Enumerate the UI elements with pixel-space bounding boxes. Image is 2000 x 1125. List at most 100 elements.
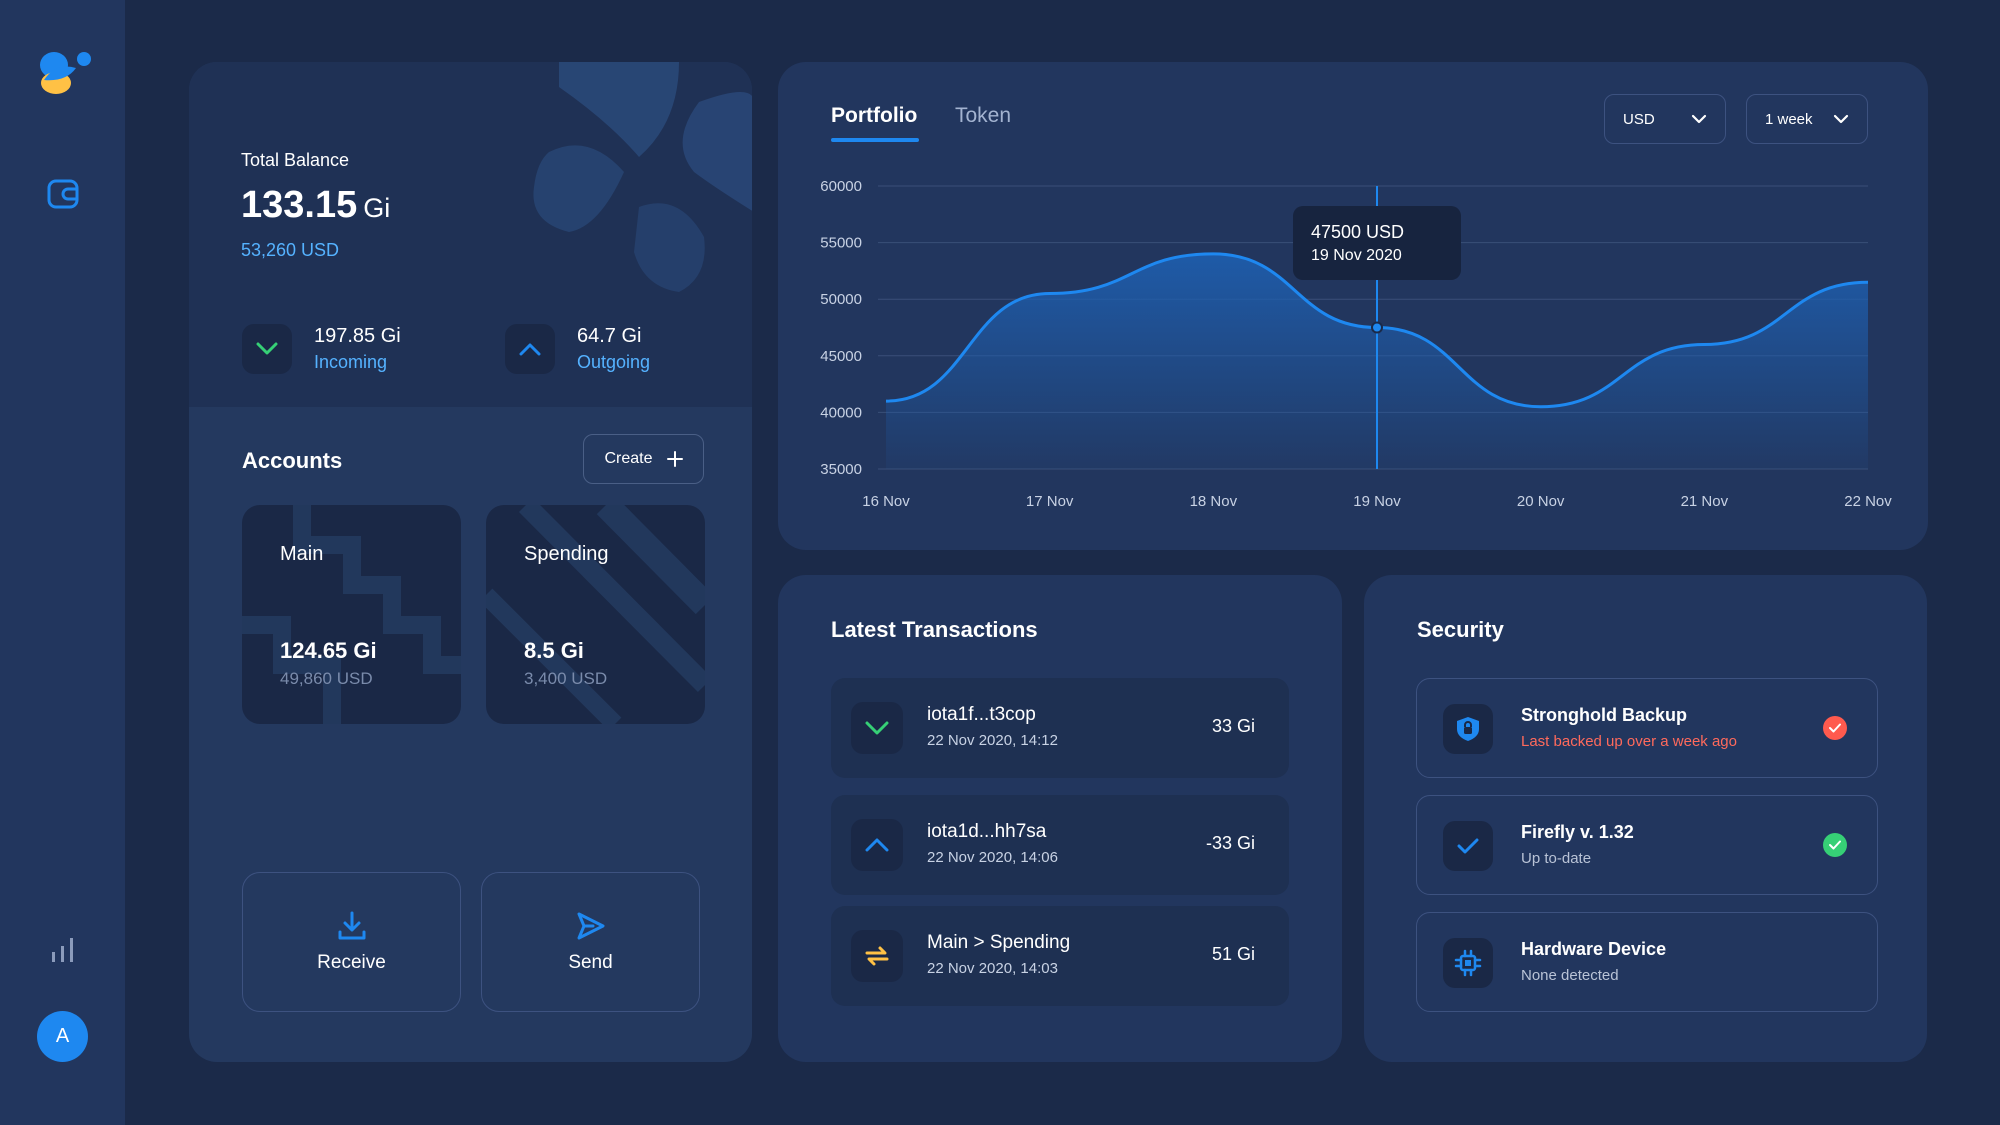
currency-select[interactable]: USD <box>1604 94 1726 144</box>
transactions-panel: Latest Transactions iota1f...t3cop 22 No… <box>778 575 1342 1062</box>
transaction-amount: -33 Gi <box>1205 833 1255 853</box>
account-usd: 49,860 USD <box>280 669 373 688</box>
period-select[interactable]: 1 week <box>1746 94 1868 144</box>
y-tick-label: 55000 <box>820 235 862 252</box>
account-card-spending[interactable]: Spending 8.5 Gi 3,400 USD <box>486 505 705 724</box>
period-value: 1 week <box>1765 110 1813 128</box>
total-balance-label: Total Balance <box>241 150 350 170</box>
x-tick-label: 17 Nov <box>1026 493 1074 510</box>
ok-status-icon <box>1823 833 1847 857</box>
transfer-icon <box>851 930 903 982</box>
y-tick-label: 60000 <box>820 178 862 195</box>
security-item-firefly-version[interactable]: Firefly v. 1.32 Up to-date <box>1416 795 1878 895</box>
tooltip-value: 47500 USD <box>1311 222 1404 242</box>
security-item-stronghold[interactable]: Stronghold Backup Last backed up over a … <box>1416 678 1878 778</box>
transaction-amount: 51 Gi <box>1211 944 1255 964</box>
send-label: Send <box>568 952 613 973</box>
x-tick-label: 16 Nov <box>862 493 910 510</box>
x-tick-label: 22 Nov <box>1844 493 1892 510</box>
x-tick-label: 19 Nov <box>1353 493 1401 510</box>
active-tab-indicator <box>831 138 919 142</box>
tooltip-date: 19 Nov 2020 <box>1311 247 1402 264</box>
account-pattern <box>486 505 705 724</box>
arrow-up-icon <box>851 819 903 871</box>
transaction-date: 22 Nov 2020, 14:06 <box>927 849 1058 866</box>
account-pattern <box>242 505 461 724</box>
transaction-name: iota1d...hh7sa <box>927 821 1047 842</box>
warning-status-icon <box>1823 716 1847 740</box>
checkmark-icon <box>1443 821 1493 871</box>
security-title: Security <box>1417 617 1504 642</box>
transactions-title: Latest Transactions <box>831 617 1038 642</box>
avatar[interactable]: A <box>37 1011 88 1062</box>
transaction-amount: 33 Gi <box>1211 716 1255 736</box>
security-item-name: Firefly v. 1.32 <box>1521 822 1634 842</box>
tab-token[interactable]: Token <box>955 104 1012 127</box>
create-label: Create <box>604 450 653 467</box>
outgoing-value: 64.7 Gi <box>577 325 642 347</box>
security-item-name: Stronghold Backup <box>1521 705 1687 725</box>
y-tick-label: 35000 <box>820 461 862 478</box>
arrow-down-icon <box>851 702 903 754</box>
chip-icon <box>1443 938 1493 988</box>
accounts-title: Accounts <box>242 448 343 473</box>
tab-portfolio[interactable]: Portfolio <box>831 104 918 127</box>
currency-value: USD <box>1623 110 1655 128</box>
transaction-row[interactable]: iota1d...hh7sa 22 Nov 2020, 14:06 -33 Gi <box>831 795 1289 895</box>
security-item-hardware-device[interactable]: Hardware Device None detected <box>1416 912 1878 1012</box>
arrow-up-icon <box>505 324 555 374</box>
transaction-name: iota1f...t3cop <box>927 704 1036 725</box>
balance-section: Total Balance 133.15 Gi 53,260 USD 197.85… <box>189 62 752 407</box>
send-button[interactable]: Send <box>481 872 700 1012</box>
account-name: Spending <box>524 543 609 565</box>
chevron-down-icon <box>1833 114 1849 124</box>
security-panel: Security Stronghold Backup Last backed u… <box>1364 575 1927 1062</box>
incoming-value: 197.85 Gi <box>314 325 401 347</box>
portfolio-panel: 60000 55000 50000 45000 40000 35000 16 Nov 17 N… <box>778 62 1928 550</box>
receive-label: Receive <box>317 952 386 973</box>
x-tick-label: 18 Nov <box>1190 493 1238 510</box>
security-item-status-text: Up to-date <box>1521 850 1592 867</box>
x-tick-label: 20 Nov <box>1517 493 1565 510</box>
chevron-down-icon <box>1691 114 1707 124</box>
outgoing-label: Outgoing <box>577 352 651 372</box>
security-item-name: Hardware Device <box>1521 939 1667 959</box>
account-balance: 8.5 Gi <box>524 638 584 663</box>
total-balance-amount: 133.15 Gi <box>241 184 391 226</box>
y-tick-label: 45000 <box>820 348 862 365</box>
y-tick-label: 50000 <box>820 291 862 308</box>
transaction-date: 22 Nov 2020, 14:03 <box>927 960 1058 977</box>
transaction-row[interactable]: iota1f...t3cop 22 Nov 2020, 14:12 33 Gi <box>831 678 1289 778</box>
incoming-label: Incoming <box>314 352 388 372</box>
y-tick-label: 40000 <box>820 404 862 421</box>
receive-button[interactable]: Receive <box>242 872 461 1012</box>
outgoing-summary: 64.7 Gi Outgoing <box>505 324 650 374</box>
arrow-down-icon <box>242 324 292 374</box>
wallet-panel: Total Balance 133.15 Gi 53,260 USD 197.85… <box>189 62 752 1062</box>
account-balance: 124.65 Gi <box>280 638 377 663</box>
create-account-button[interactable]: Create <box>583 434 704 484</box>
x-tick-label: 21 Nov <box>1681 493 1729 510</box>
transaction-row[interactable]: Main > Spending 22 Nov 2020, 14:03 51 Gi <box>831 906 1289 1006</box>
tooltip-box <box>1293 206 1461 280</box>
account-usd: 3,400 USD <box>524 669 608 688</box>
firefly-logo-icon[interactable] <box>36 50 94 100</box>
transaction-name: Main > Spending <box>927 932 1071 953</box>
chart-bars-icon[interactable] <box>44 930 82 968</box>
highlight-point <box>1371 321 1383 334</box>
account-name: Main <box>280 543 324 565</box>
plus-icon <box>666 451 683 467</box>
send-icon <box>577 912 604 940</box>
total-balance-usd: 53,260 USD <box>241 240 340 260</box>
download-icon <box>338 911 365 940</box>
account-card-main[interactable]: Main 124.65 Gi 49,860 USD <box>242 505 461 724</box>
security-item-status-text: None detected <box>1521 967 1619 984</box>
transaction-date: 22 Nov 2020, 14:12 <box>927 732 1058 749</box>
security-item-status-text: Last backed up over a week ago <box>1521 733 1737 750</box>
shield-icon <box>1443 704 1493 754</box>
wallet-icon[interactable] <box>44 175 82 213</box>
decorative-shapes <box>533 62 752 292</box>
sidebar: A <box>0 0 125 1125</box>
incoming-summary: 197.85 Gi Incoming <box>242 324 401 374</box>
